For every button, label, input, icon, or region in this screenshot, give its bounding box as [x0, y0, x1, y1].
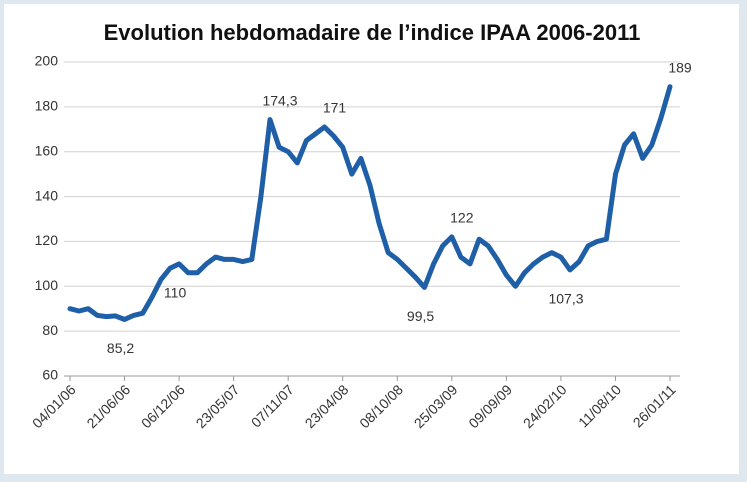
y-tick-label: 120 — [35, 232, 59, 248]
data-label: 99,5 — [407, 308, 434, 324]
y-tick-label: 160 — [35, 142, 59, 158]
data-label: 107,3 — [548, 291, 583, 307]
y-tick-label: 80 — [42, 322, 58, 338]
y-tick-label: 200 — [35, 53, 59, 69]
y-tick-label: 180 — [35, 98, 59, 114]
chart-background — [4, 4, 739, 474]
y-tick-label: 60 — [42, 367, 58, 383]
data-label: 171 — [323, 100, 347, 116]
data-label: 122 — [450, 210, 474, 226]
y-tick-label: 100 — [35, 277, 59, 293]
y-tick-label: 140 — [35, 187, 59, 203]
chart-title: Evolution hebdomadaire de l’indice IPAA … — [104, 20, 641, 45]
data-label: 189 — [668, 59, 692, 75]
data-line — [67, 84, 673, 322]
data-label: 110 — [164, 285, 187, 301]
data-label: 85,2 — [107, 340, 134, 356]
data-label: 174,3 — [262, 92, 297, 108]
